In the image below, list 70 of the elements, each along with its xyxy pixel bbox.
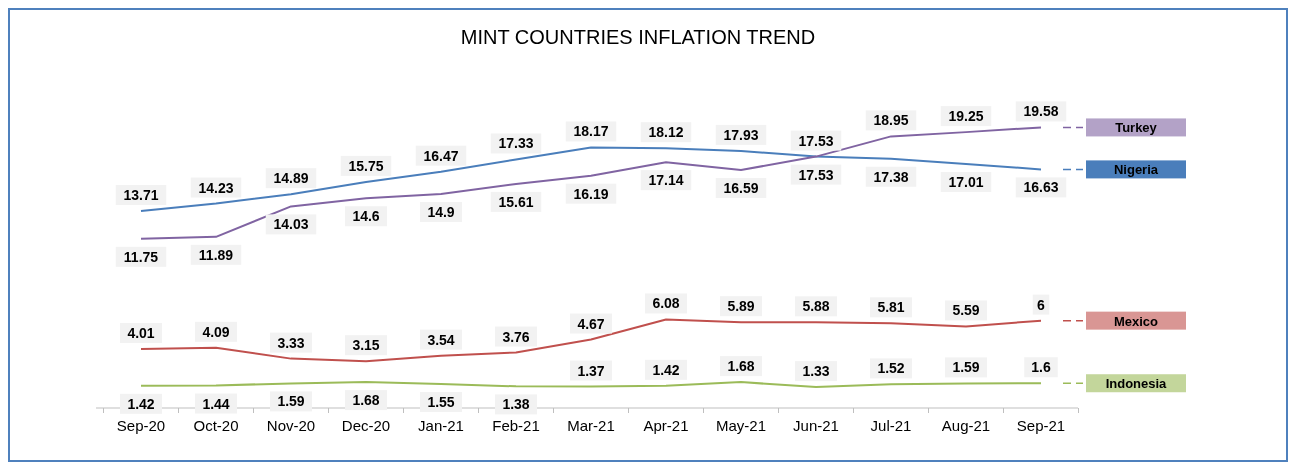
x-tick-label: Jul-21 xyxy=(870,417,912,434)
data-label: 17.38 xyxy=(873,168,909,185)
x-tick-label: Oct-20 xyxy=(193,417,239,434)
data-label: 5.59 xyxy=(952,302,980,319)
data-label: 1.68 xyxy=(352,392,380,409)
chart-title: MINT COUNTRIES INFLATION TREND xyxy=(460,26,816,48)
data-label: 1.42 xyxy=(127,395,155,412)
legend-label: Nigeria xyxy=(1113,162,1159,178)
data-label: 1.37 xyxy=(577,362,605,379)
legend-label: Indonesia xyxy=(1105,376,1168,392)
data-label: 1.33 xyxy=(802,363,830,380)
data-label: 14.03 xyxy=(273,216,309,233)
data-label: 3.54 xyxy=(427,331,455,348)
data-label: 14.23 xyxy=(198,179,234,196)
x-tick-label: Aug-21 xyxy=(941,417,991,434)
x-tick-label: Nov-20 xyxy=(266,417,316,434)
data-label: 3.15 xyxy=(352,337,380,354)
data-label: 15.75 xyxy=(348,157,384,174)
x-tick-label: Jan-21 xyxy=(418,417,464,434)
data-label: 1.44 xyxy=(202,395,230,412)
x-tick-label: Sep-20 xyxy=(116,417,166,434)
data-label: 16.47 xyxy=(423,147,459,164)
data-label: 4.01 xyxy=(127,324,155,341)
data-label: 11.75 xyxy=(123,248,159,265)
data-label: 14.9 xyxy=(427,204,455,221)
data-label: 4.67 xyxy=(577,315,605,332)
data-label: 14.6 xyxy=(352,208,380,225)
x-tick-label: May-21 xyxy=(715,417,767,434)
data-label: 19.25 xyxy=(948,108,984,125)
data-label: 15.61 xyxy=(498,193,534,210)
data-label: 17.93 xyxy=(723,126,759,143)
x-tick-label: Feb-21 xyxy=(492,417,540,434)
data-label: 1.6 xyxy=(1031,359,1051,376)
data-label: 6.08 xyxy=(652,295,680,312)
x-tick-label: Mar-21 xyxy=(567,417,615,434)
data-label: 16.19 xyxy=(573,185,609,202)
data-label: 1.68 xyxy=(727,358,755,375)
data-label: 1.42 xyxy=(652,361,680,378)
data-label: 5.89 xyxy=(727,298,755,315)
x-tick-label: Sep-21 xyxy=(1016,417,1066,434)
data-label: 17.53 xyxy=(798,166,834,183)
data-label: 11.89 xyxy=(198,246,234,263)
x-tick-label: Jun-21 xyxy=(793,417,839,434)
data-label: 17.53 xyxy=(798,132,834,149)
data-label: 3.76 xyxy=(502,328,530,345)
data-label: 18.95 xyxy=(873,112,909,129)
data-label: 16.63 xyxy=(1023,179,1059,196)
data-label: 16.59 xyxy=(723,179,759,196)
data-label: 17.14 xyxy=(648,172,684,189)
data-label: 19.58 xyxy=(1023,103,1059,120)
data-label: 3.33 xyxy=(277,334,305,351)
data-label: 1.38 xyxy=(502,396,530,413)
data-label: 1.55 xyxy=(427,393,455,410)
data-label: 6 xyxy=(1037,296,1046,313)
data-label: 4.09 xyxy=(202,323,230,340)
data-label: 5.81 xyxy=(877,299,905,316)
text: Turkey xyxy=(1115,120,1158,136)
data-label: 17.01 xyxy=(948,173,984,190)
x-tick-label: Apr-21 xyxy=(643,417,689,434)
legend-label: Mexico xyxy=(1113,313,1159,329)
data-label: 1.59 xyxy=(277,393,305,410)
data-label: 14.89 xyxy=(273,170,309,187)
data-label: 18.12 xyxy=(648,124,684,141)
data-label: 5.88 xyxy=(802,298,830,315)
data-label: 1.59 xyxy=(952,359,980,376)
data-label: 17.33 xyxy=(498,135,534,152)
data-label: 13.71 xyxy=(123,186,159,203)
data-label: 1.52 xyxy=(877,360,905,377)
x-tick-label: Dec-20 xyxy=(341,417,391,434)
data-label: 18.17 xyxy=(573,123,609,140)
